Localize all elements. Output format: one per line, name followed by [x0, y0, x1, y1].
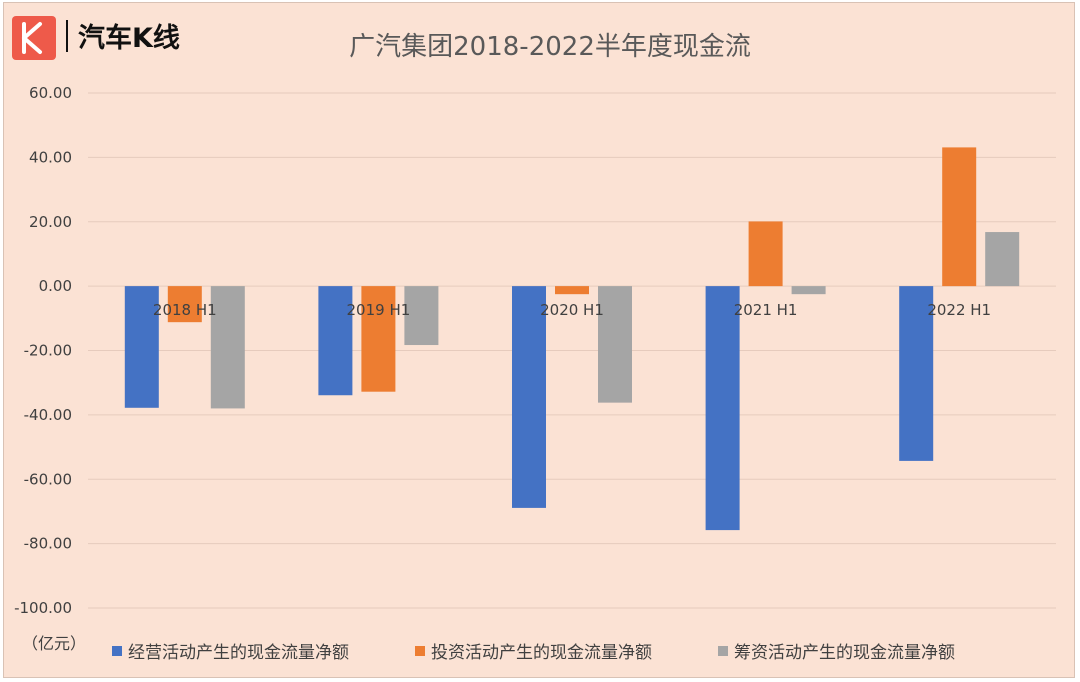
y-tick-label: -20.00 [24, 342, 72, 360]
legend-swatch-operating [112, 645, 122, 656]
bar-2022-h1-s1 [942, 147, 977, 287]
bar-2020-h1-s1 [555, 286, 589, 295]
x-category-label: 2018 H1 [153, 301, 217, 319]
x-category-label: 2022 H1 [927, 301, 991, 319]
bar-2018-h1-s0 [124, 286, 159, 408]
legend-label-investing: 投资活动产生的现金流量净额 [431, 643, 652, 663]
legend-item-operating: 经营活动产生的现金流量净额 [112, 638, 349, 663]
brand-separator [66, 20, 68, 52]
legend-item-financing: 筹资活动产生的现金流量净额 [718, 638, 955, 663]
x-category-label: 2020 H1 [540, 301, 604, 319]
y-tick-label: -80.00 [24, 535, 72, 553]
y-tick-label: 60.00 [29, 84, 72, 102]
y-tick-label: 40.00 [29, 148, 72, 166]
bar-2021-h1-s0 [705, 286, 740, 531]
bar-2022-h1-s0 [899, 286, 934, 461]
legend-label-financing: 筹资活动产生的现金流量净额 [734, 643, 955, 663]
chart-title: 广汽集团2018-2022半年度现金流 [349, 32, 751, 62]
legend: 经营活动产生的现金流量净额 投资活动产生的现金流量净额 筹资活动产生的现金流量净… [0, 638, 1080, 668]
bar-2018-h1-s2 [210, 286, 245, 409]
legend-label-operating: 经营活动产生的现金流量净额 [128, 643, 349, 663]
y-tick-label: -100.00 [14, 599, 72, 617]
legend-swatch-investing [415, 645, 425, 656]
bar-2019-h1-s0 [318, 286, 353, 396]
bar-2021-h1-s1 [748, 221, 783, 287]
bar-2019-h1-s2 [404, 286, 439, 346]
x-category-label: 2021 H1 [734, 301, 798, 319]
unit-label: （亿元） [22, 634, 87, 653]
y-tick-label: 0.00 [39, 277, 72, 295]
y-tick-label: -40.00 [24, 406, 72, 424]
bar-2019-h1-s1 [361, 286, 396, 392]
y-tick-label: 20.00 [29, 213, 72, 231]
logo-k-icon [12, 16, 56, 60]
brand-name: 汽车K线 [78, 23, 180, 54]
bar-2020-h1-s2 [598, 286, 632, 403]
y-tick-label: -60.00 [24, 470, 72, 488]
bar-2022-h1-s2 [985, 232, 1020, 287]
bar-2018-h1-s1 [167, 286, 202, 323]
legend-item-investing: 投资活动产生的现金流量净额 [415, 638, 652, 663]
legend-swatch-financing [718, 645, 728, 656]
x-category-label: 2019 H1 [347, 301, 411, 319]
bar-2021-h1-s2 [791, 286, 826, 295]
bar-2020-h1-s0 [512, 286, 546, 508]
